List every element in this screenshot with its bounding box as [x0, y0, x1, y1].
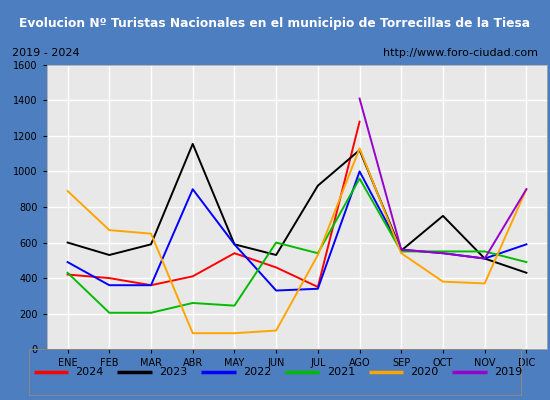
Text: http://www.foro-ciudad.com: http://www.foro-ciudad.com: [383, 48, 538, 58]
Text: 2022: 2022: [243, 367, 271, 377]
Text: 2024: 2024: [75, 367, 104, 377]
Text: 2020: 2020: [410, 367, 439, 377]
Text: 2019: 2019: [494, 367, 522, 377]
Text: 2023: 2023: [159, 367, 188, 377]
Text: Evolucion Nº Turistas Nacionales en el municipio de Torrecillas de la Tiesa: Evolucion Nº Turistas Nacionales en el m…: [19, 17, 531, 30]
Text: 2019 - 2024: 2019 - 2024: [12, 48, 80, 58]
Text: 2021: 2021: [327, 367, 355, 377]
